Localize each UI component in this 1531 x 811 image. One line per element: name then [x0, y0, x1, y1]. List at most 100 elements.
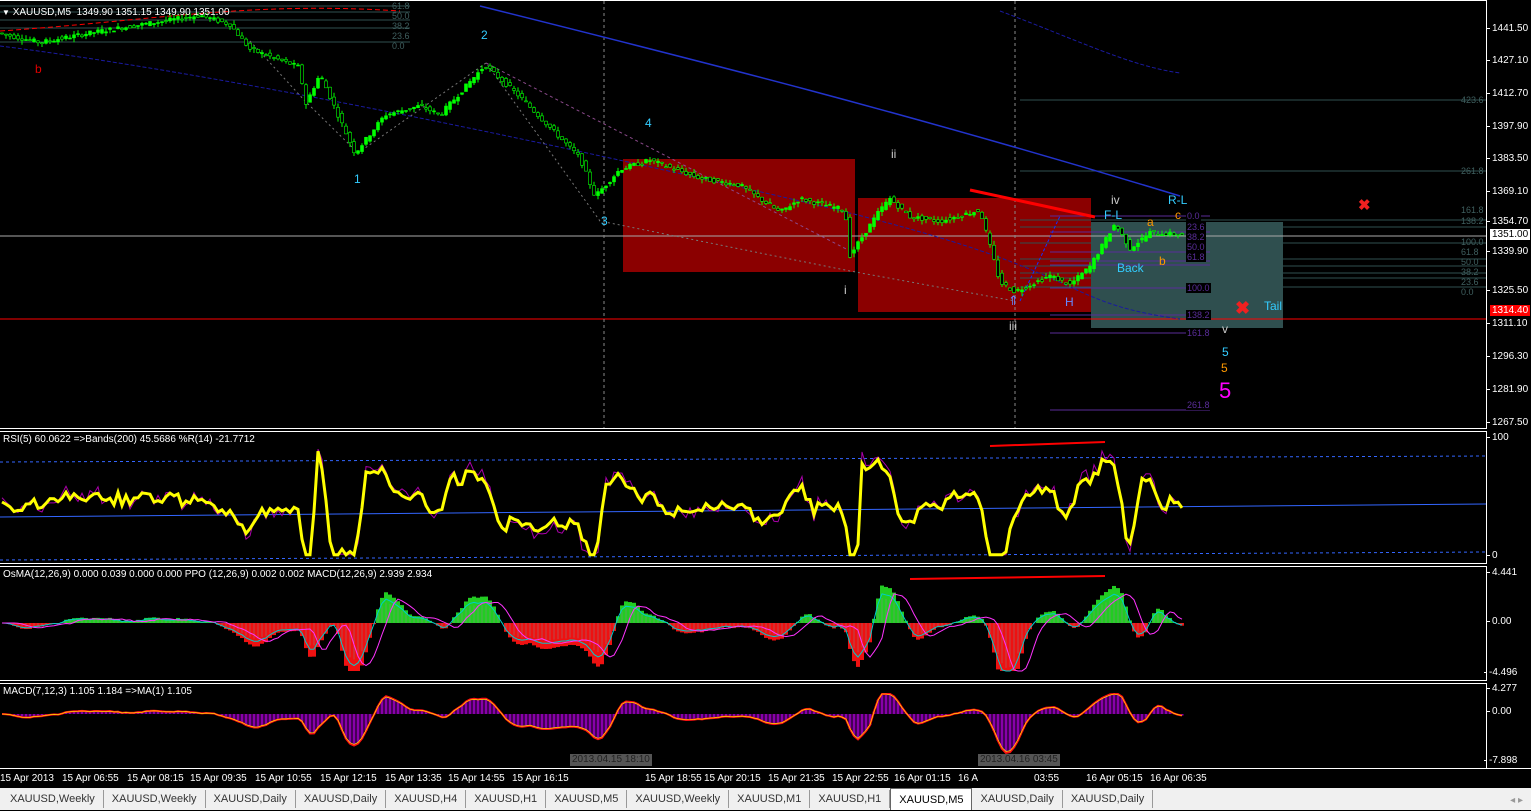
candle-body: [437, 113, 440, 114]
macd-bar: [889, 694, 892, 714]
chart-window[interactable]: ▼ XAUUSD,M5 1349.90 1351.15 1349.90 1351…: [0, 0, 1531, 788]
tab-scroll-arrows-icon[interactable]: ◂ ▸: [1510, 795, 1523, 806]
candle-body: [413, 107, 416, 109]
tab-xauusd-h4[interactable]: XAUUSD,H4: [386, 790, 466, 808]
candle-body: [829, 204, 832, 205]
candle-body: [105, 32, 108, 33]
macd-bar: [485, 699, 488, 714]
candle-body: [21, 39, 24, 40]
tab-xauusd-weekly[interactable]: XAUUSD,Weekly: [104, 790, 206, 808]
macd-bar: [309, 714, 312, 734]
time-tick: 15 Apr 21:35: [768, 773, 825, 785]
tab-xauusd-daily[interactable]: XAUUSD,Daily: [206, 790, 296, 808]
candle-body: [677, 168, 680, 170]
candle-body: [725, 183, 728, 185]
candle-body: [641, 164, 644, 165]
candle-body: [253, 47, 256, 48]
tab-xauusd-daily[interactable]: XAUUSD,Daily: [296, 790, 386, 808]
candle-body: [1061, 278, 1064, 280]
candle-body: [101, 29, 104, 33]
price-chart-pane[interactable]: ▼ XAUUSD,M5 1349.90 1351.15 1349.90 1351…: [0, 0, 1487, 429]
fib-top-level: 38.2: [392, 21, 410, 31]
candle-body: [289, 62, 292, 64]
tab-xauusd-daily[interactable]: XAUUSD,Daily: [972, 790, 1062, 808]
candle-body: [793, 203, 796, 205]
candle-body: [533, 108, 536, 113]
candle-body: [69, 38, 72, 39]
candle-body: [633, 163, 636, 165]
macd-bar: [589, 714, 592, 733]
candle-body: [1, 33, 4, 34]
candle-body: [313, 88, 316, 95]
osma-pane[interactable]: OsMA(12,26,9) 0.000 0.039 0.000 0.000 PP…: [0, 566, 1487, 681]
candle-body: [593, 185, 596, 195]
macd-bar: [593, 714, 596, 737]
tab-xauusd-m5[interactable]: XAUUSD,M5: [890, 788, 972, 810]
candle-body: [1037, 281, 1040, 282]
fib-box-level: 50.0: [1186, 242, 1206, 252]
tab-xauusd-m1[interactable]: XAUUSD,M1: [729, 790, 810, 808]
macd-bar: [1109, 694, 1112, 714]
time-tick: 15 Apr 18:55: [645, 773, 702, 785]
candle-body: [601, 189, 604, 194]
macd-axis-zero: 0.00: [1492, 706, 1511, 717]
candle-body: [697, 176, 700, 179]
candle-body: [681, 169, 684, 172]
fib-right-level: 138.2: [1461, 216, 1484, 226]
candle-body: [457, 97, 460, 101]
tab-xauusd-m5[interactable]: XAUUSD,M5: [546, 790, 627, 808]
candle-body: [269, 53, 272, 56]
fib-box-level: 138.2: [1186, 310, 1211, 320]
candle-body: [145, 23, 148, 24]
wave-box-1: [623, 159, 855, 272]
candle-body: [753, 191, 756, 194]
candle-body: [293, 63, 296, 64]
candle-body: [1077, 276, 1080, 281]
macd-bar: [565, 714, 568, 727]
candle-body: [1105, 237, 1108, 247]
price-tick: 1441.50: [1492, 23, 1528, 34]
candle-body: [961, 216, 964, 217]
candle-body: [885, 202, 888, 209]
candle-body: [1021, 290, 1024, 292]
tab-xauusd-weekly[interactable]: XAUUSD,Weekly: [627, 790, 729, 808]
candle-body: [573, 147, 576, 150]
candle-body: [857, 242, 860, 249]
price-tick: 1427.10: [1492, 55, 1528, 66]
candle-body: [433, 111, 436, 112]
tab-xauusd-weekly[interactable]: XAUUSD,Weekly: [2, 790, 104, 808]
candle-body: [1133, 247, 1136, 251]
rsi-pane[interactable]: RSI(5) 60.0622 =>Bands(200) 45.5686 %R(1…: [0, 431, 1487, 564]
candle-body: [673, 169, 676, 170]
candle-body: [993, 245, 996, 259]
osma-axis-max: 4.441: [1492, 567, 1517, 578]
candle-body: [1141, 238, 1144, 240]
candle-body: [581, 154, 584, 166]
candle-body: [881, 207, 884, 212]
candle-body: [61, 37, 64, 39]
candle-body: [237, 30, 240, 36]
candle-body: [1073, 281, 1076, 284]
line-price-tag: 1314.40: [1490, 305, 1530, 316]
rsi-divergence-line: [990, 442, 1105, 446]
tab-xauusd-h1[interactable]: XAUUSD,H1: [466, 790, 546, 808]
candle-body: [809, 198, 812, 200]
dropdown-triangle-icon[interactable]: ▼: [2, 8, 10, 17]
candle-body: [121, 28, 124, 29]
macd-bar: [1005, 714, 1008, 753]
fib-right-level: 423.6: [1461, 95, 1484, 105]
rsi-axis-0: 0: [1492, 550, 1498, 561]
tab-xauusd-h1[interactable]: XAUUSD,H1: [810, 790, 890, 808]
macd-bar: [529, 714, 532, 726]
candle-body: [729, 183, 732, 184]
candle-body: [149, 21, 152, 25]
candle-body: [941, 220, 944, 223]
tab-xauusd-daily[interactable]: XAUUSD,Daily: [1063, 790, 1153, 808]
macd-pane[interactable]: MACD(7,12,3) 1.105 1.184 =>MA(1) 1.105: [0, 683, 1487, 769]
osma-divergence-line: [910, 576, 1105, 579]
candle-body: [1129, 240, 1132, 250]
candle-body: [1177, 234, 1180, 235]
